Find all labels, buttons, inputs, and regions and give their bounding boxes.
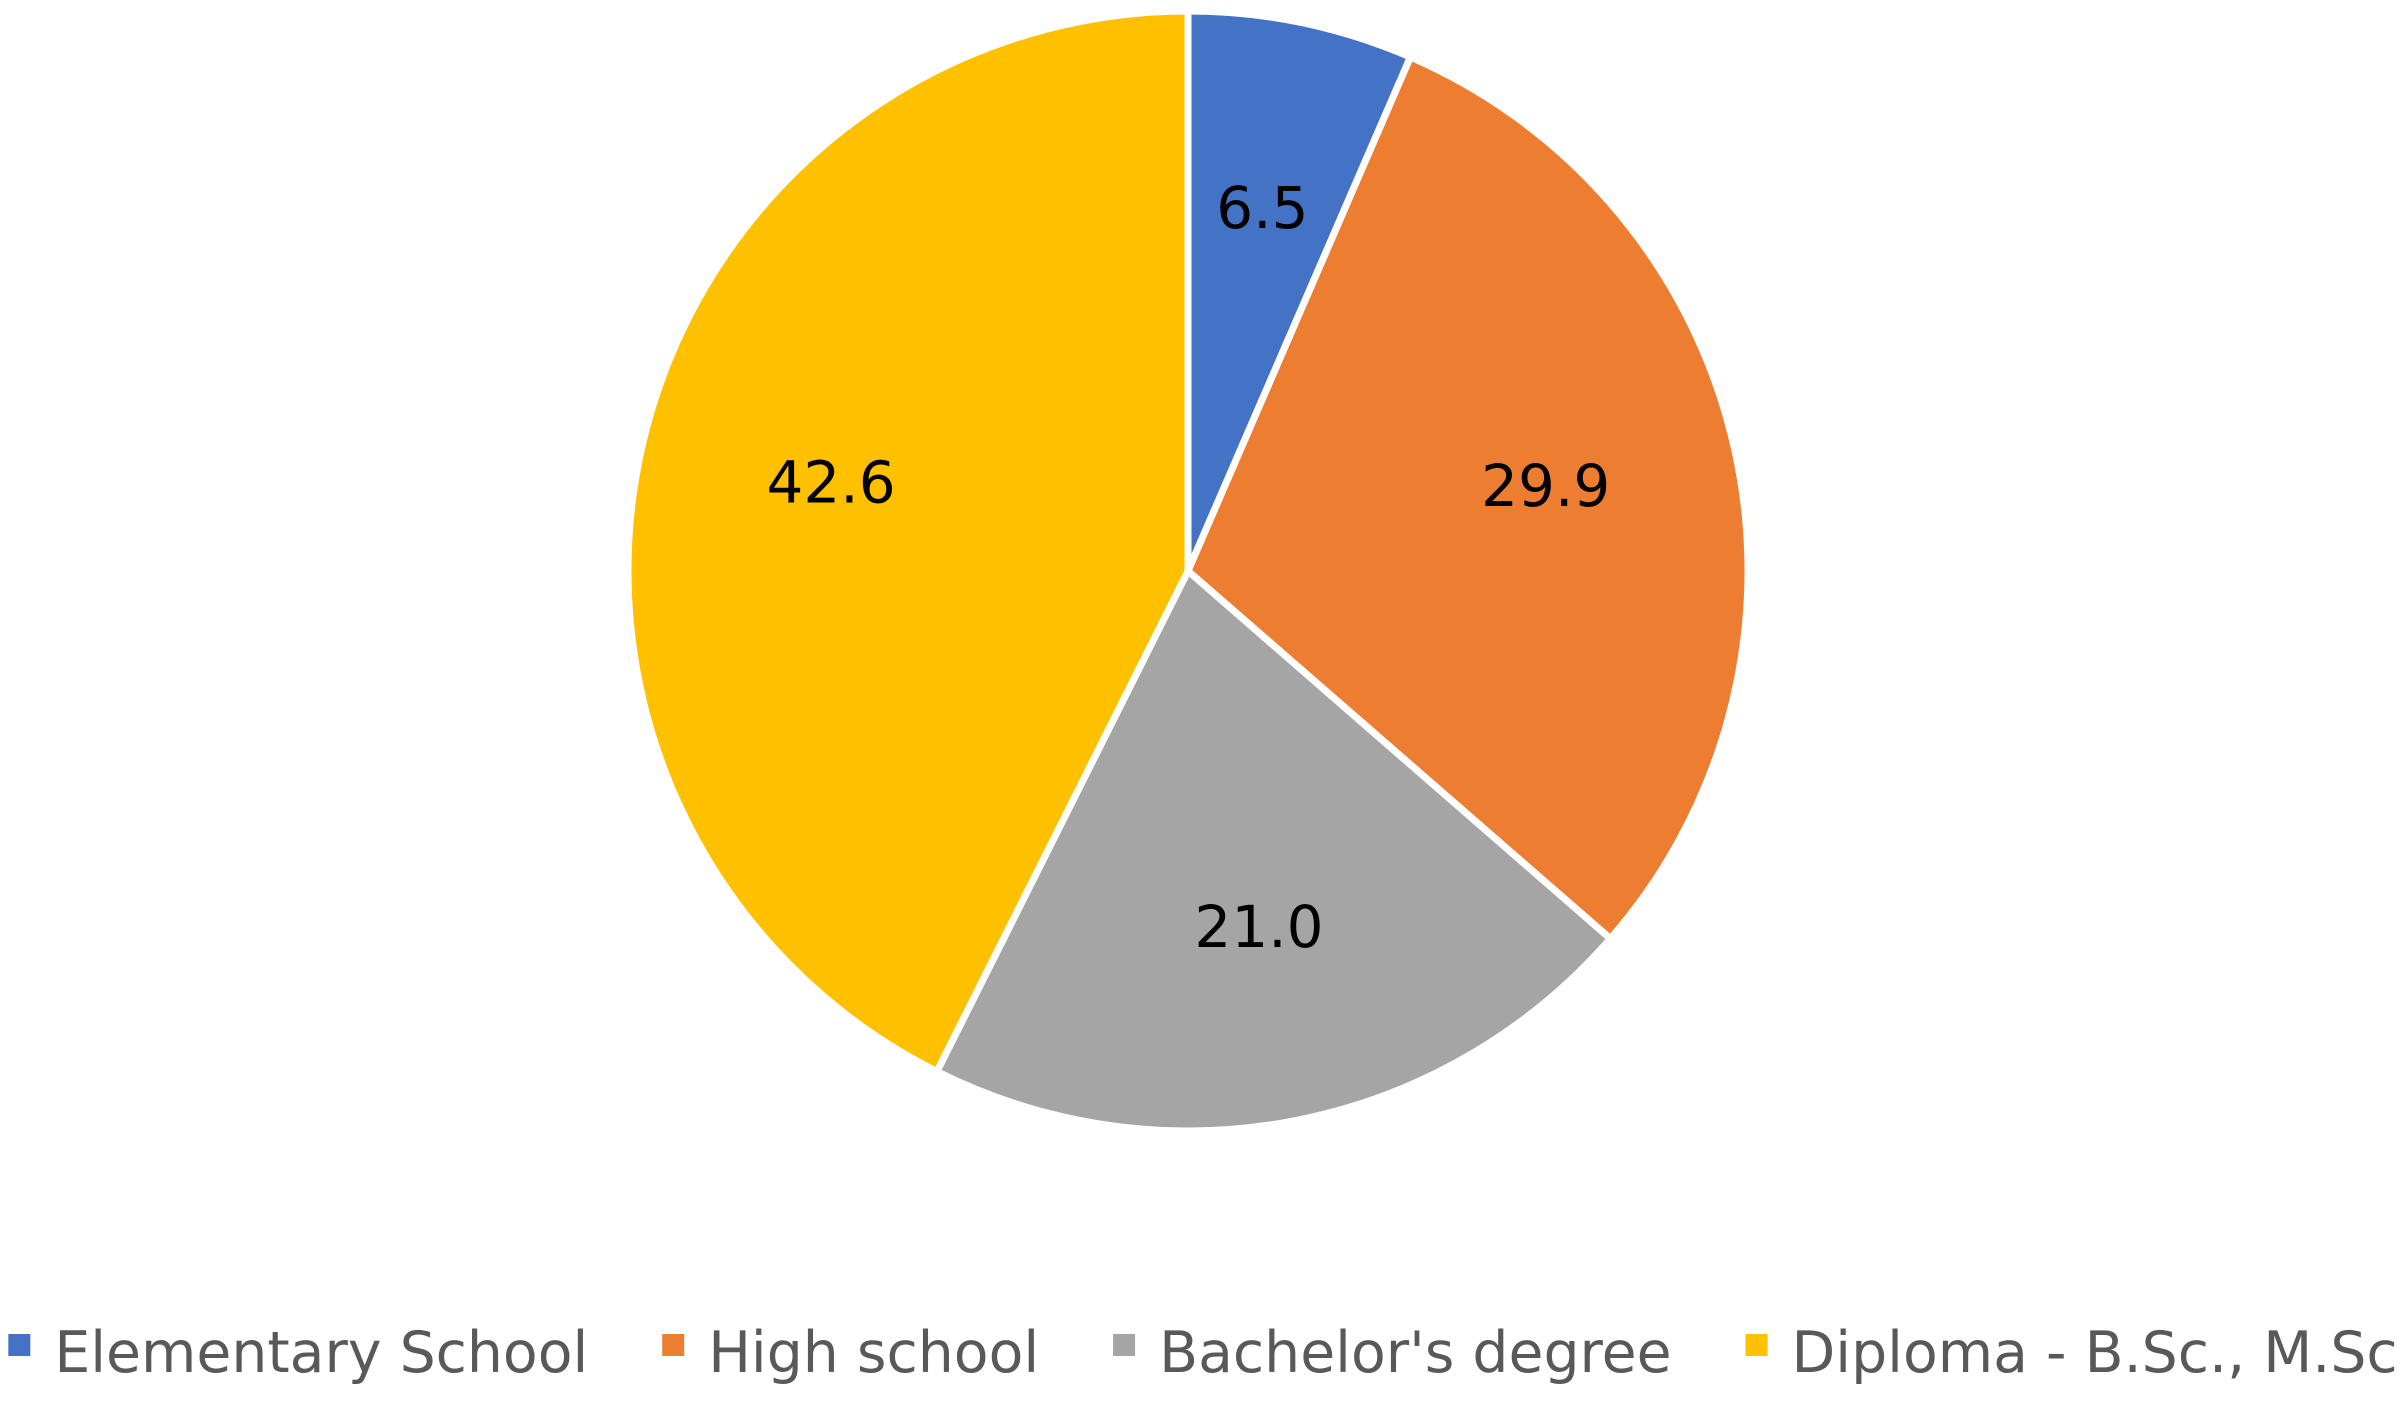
pie-data-labels: 6.5 29.9 21.0 42.6 bbox=[766, 174, 1610, 961]
legend: Elementary School High school Bachelor's d… bbox=[8, 1320, 2398, 1386]
legend-item-high-school: High school bbox=[662, 1320, 1039, 1386]
pie-slice-diploma-b-sc-m-sc bbox=[624, 7, 1192, 1077]
legend-item-elementary-school: Elementary School bbox=[8, 1320, 588, 1386]
legend-label-elementary-school: Elementary School bbox=[54, 1320, 588, 1386]
pie-slice-elementary-school bbox=[1184, 7, 1416, 573]
data-label-bachelor-s-degree: 21.0 bbox=[1194, 893, 1323, 961]
pie-slice-high-school bbox=[1183, 52, 1752, 944]
legend-label-bachelor-s-degree: Bachelor's degree bbox=[1159, 1320, 1672, 1386]
legend-swatch-bachelor-s-degree bbox=[1113, 1334, 1136, 1356]
pie-slices bbox=[624, 7, 1752, 1135]
legend-item-bachelor-s-degree: Bachelor's degree bbox=[1113, 1320, 1672, 1386]
data-label-high-school: 29.9 bbox=[1481, 452, 1610, 520]
data-label-diploma-b-sc-m-sc: 42.6 bbox=[766, 449, 895, 517]
pie-slice-bachelor-s-degree bbox=[932, 565, 1616, 1135]
legend-swatch-elementary-school bbox=[8, 1334, 31, 1356]
legend-label-diploma-b-sc-m-sc: Diploma - B.Sc., M.Sc bbox=[1792, 1320, 2398, 1386]
data-label-elementary-school: 6.5 bbox=[1216, 174, 1308, 242]
legend-item-diploma-b-sc-m-sc: Diploma - B.Sc., M.Sc bbox=[1745, 1320, 2398, 1386]
legend-label-high-school: High school bbox=[708, 1320, 1039, 1386]
legend-swatch-high-school bbox=[662, 1334, 685, 1356]
legend-swatch-diploma-b-sc-m-sc bbox=[1745, 1334, 1768, 1356]
